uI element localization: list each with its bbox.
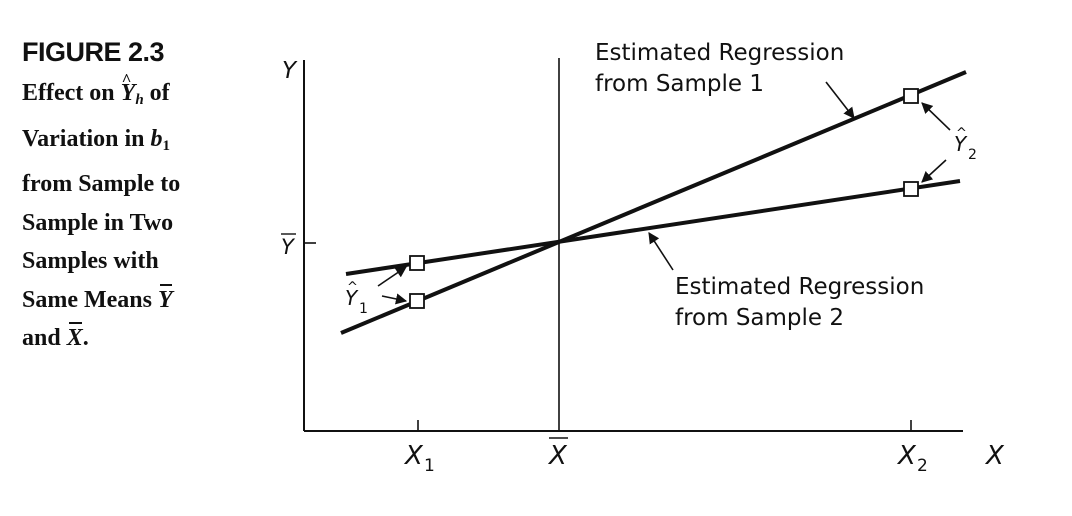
yhat1-arrow-upper [377, 266, 407, 287]
caption-text: of [143, 80, 170, 106]
caption-text: Effect on [22, 80, 121, 106]
figure-caption: FIGURE 2.3 Effect on Yh of Variation in … [22, 36, 257, 358]
caption-line-3: from Sample to [22, 171, 181, 197]
figure-label: FIGURE 2.3 [22, 37, 165, 67]
sample-2-annotation-line-2: from Sample 2 [675, 305, 844, 331]
caption-line-2: Variation in b1 [22, 120, 257, 166]
sample-1-annotation-line-2: from Sample 1 [595, 71, 764, 97]
yhat1-hat: ^ [347, 280, 358, 295]
yhat2-arrow-lower [921, 159, 947, 183]
sample-2-annotation-line-1: Estimated Regression [675, 274, 924, 300]
regression-line-sample-2 [345, 179, 961, 276]
x-bar-symbol: X [67, 319, 83, 358]
x1-label: X [403, 441, 424, 471]
x2-label: X [896, 441, 917, 471]
yhat1-arrow-lower [381, 293, 408, 305]
caption-text: . [82, 325, 89, 351]
caption-line-4: Sample in Two [22, 209, 174, 236]
caption-line-1: Effect on Yh of [22, 61, 257, 120]
y-bar-label: Y [281, 235, 296, 259]
x-axis-label: X [984, 441, 1005, 471]
caption-text: Same Means [22, 286, 158, 313]
sample-2-label-arrow [648, 232, 674, 271]
caption-line-5: Samples with [22, 248, 159, 274]
regression-line-sample-1 [340, 70, 967, 335]
y-hat-symbol: Y [121, 61, 136, 113]
yhat2-label: Y [954, 132, 968, 156]
yhat1-label: Y [345, 286, 359, 310]
sample-1-label-arrow [825, 81, 855, 119]
y-bar-symbol: Y [158, 281, 173, 320]
yhat2-marker-sample-2 [903, 181, 919, 197]
yhat1-marker-sample-2 [409, 255, 425, 271]
caption-line-7: and X. [22, 319, 257, 358]
h-subscript: h [135, 92, 144, 108]
x2-subscript: 2 [917, 456, 928, 476]
yhat1-subscript: 1 [359, 301, 368, 317]
x-bar-label: X [547, 441, 568, 471]
b-subscript: 1 [162, 137, 170, 154]
yhat2-hat: ^ [956, 126, 967, 141]
yhat2-subscript: 2 [968, 147, 977, 163]
yhat1-marker-sample-1 [409, 293, 425, 309]
x1-subscript: 1 [424, 456, 435, 476]
b-symbol: b [150, 125, 163, 152]
caption-text: and [22, 325, 67, 351]
caption-text: Variation in [22, 125, 151, 152]
y-axis-label: Y [282, 58, 298, 84]
yhat2-marker-sample-1 [903, 88, 919, 104]
yhat2-arrow-upper [921, 102, 951, 131]
caption-line-6: Same Means Y [22, 281, 257, 320]
sample-1-annotation-line-1: Estimated Regression [595, 40, 844, 66]
